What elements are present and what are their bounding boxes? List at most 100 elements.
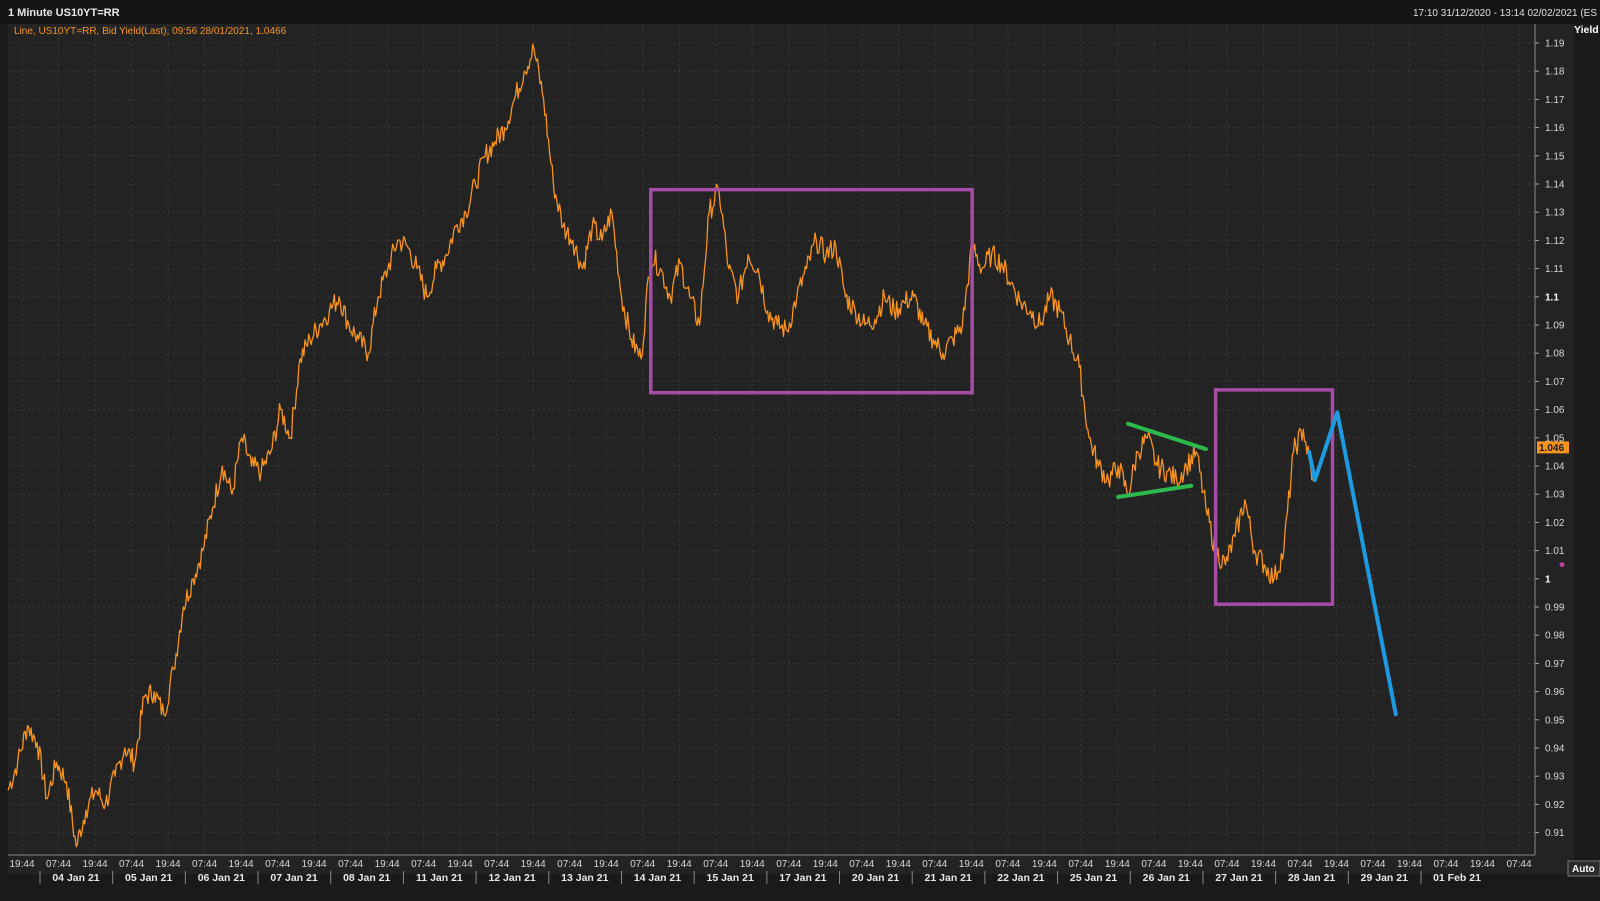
y-tick-label: 0.98: [1545, 631, 1565, 642]
x-time-label: 19:44: [83, 859, 108, 870]
x-date-label: 26 Jan 21: [1143, 872, 1190, 884]
x-time-label: 07:44: [1506, 859, 1531, 870]
auto-scale-button[interactable]: Auto: [1572, 864, 1595, 875]
series-legend: Line, US10YT=RR, Bid Yield(Last), 09:56 …: [14, 26, 287, 37]
y-tick-label: 0.95: [1545, 715, 1565, 726]
x-time-label: 19:44: [1251, 859, 1276, 870]
x-time-label: 07:44: [338, 859, 363, 870]
x-time-label: 19:44: [667, 859, 692, 870]
y-tick-label: 1.17: [1545, 95, 1565, 106]
x-time-label: 07:44: [411, 859, 436, 870]
y-tick-label: 0.91: [1545, 828, 1565, 839]
x-time-label: 19:44: [302, 859, 327, 870]
y-tick-label: 0.92: [1545, 800, 1565, 811]
x-time-label: 19:44: [740, 859, 765, 870]
triangle-trendline: [1125, 421, 1208, 452]
x-date-label: 22 Jan 21: [997, 872, 1044, 884]
y-axis-title: Yield: [1574, 24, 1599, 36]
y-tick-label: 1.13: [1545, 208, 1565, 219]
x-time-label: 07:44: [1287, 859, 1312, 870]
x-time-label: 19:44: [1470, 859, 1495, 870]
x-date-label: 08 Jan 21: [343, 872, 390, 884]
x-time-label: 07:44: [1141, 859, 1166, 870]
x-date-label: 27 Jan 21: [1215, 872, 1262, 884]
x-time-label: 19:44: [229, 859, 254, 870]
x-date-label: 14 Jan 21: [634, 872, 681, 884]
x-time-label: 19:44: [375, 859, 400, 870]
x-time-label: 07:44: [1214, 859, 1239, 870]
y-tick-label: 1.19: [1545, 39, 1565, 50]
plot-area[interactable]: [8, 24, 1574, 874]
x-time-label: 07:44: [922, 859, 947, 870]
x-time-label: 07:44: [630, 859, 655, 870]
x-time-label: 07:44: [119, 859, 144, 870]
x-time-label: 07:44: [192, 859, 217, 870]
x-date-label: 29 Jan 21: [1361, 872, 1408, 884]
x-time-label: 19:44: [959, 859, 984, 870]
y-tick-label: 1.03: [1545, 490, 1565, 501]
y-tick-label: 1.1: [1545, 292, 1559, 303]
chart-title: 1 Minute US10YT=RR: [8, 7, 120, 19]
x-time-label: 07:44: [1360, 859, 1385, 870]
x-time-label: 07:44: [776, 859, 801, 870]
last-value-marker: 1.046: [1537, 441, 1569, 454]
grid: [8, 24, 1535, 855]
y-tick-label: 1.01: [1545, 546, 1565, 557]
x-time-label: 07:44: [265, 859, 290, 870]
y-tick-label: 1.14: [1545, 180, 1565, 191]
y-tick-label: 1.08: [1545, 349, 1565, 360]
x-date-label: 13 Jan 21: [561, 872, 608, 884]
y-tick-label: 1.12: [1545, 236, 1565, 247]
y-tick-label: 0.99: [1545, 603, 1565, 614]
x-date-label: 05 Jan 21: [125, 872, 172, 884]
y-tick-label: 1.18: [1545, 67, 1565, 78]
x-date-label: 01 Feb 21: [1433, 872, 1481, 884]
x-time-label: 07:44: [484, 859, 509, 870]
y-tick-label: 1.16: [1545, 123, 1565, 134]
x-time-label: 19:44: [9, 859, 34, 870]
x-time-label: 19:44: [448, 859, 473, 870]
last-value-label: 1.046: [1539, 443, 1564, 454]
x-time-label: 07:44: [1068, 859, 1093, 870]
x-time-label: 07:44: [703, 859, 728, 870]
marker-dot: [1559, 562, 1565, 568]
x-time-label: 19:44: [156, 859, 181, 870]
x-time-label: 19:44: [594, 859, 619, 870]
x-time-label: 19:44: [1105, 859, 1130, 870]
x-time-label: 19:44: [521, 859, 546, 870]
y-tick-label: 0.93: [1545, 772, 1565, 783]
x-date-label: 20 Jan 21: [852, 872, 899, 884]
projection-arrow: [1307, 410, 1398, 717]
y-tick-label: 1.15: [1545, 151, 1565, 162]
y-tick-label: 1.04: [1545, 462, 1565, 473]
x-date-label: 12 Jan 21: [488, 872, 535, 884]
x-date-label: 17 Jan 21: [779, 872, 826, 884]
x-time-label: 19:44: [1324, 859, 1349, 870]
x-time-label: 19:44: [1032, 859, 1057, 870]
x-date-label: 11 Jan 21: [416, 872, 463, 884]
y-tick-label: 1.05: [1545, 433, 1565, 444]
price-line-group: [7, 43, 1314, 848]
consolidation-box: [649, 187, 974, 395]
y-tick-label: 1: [1545, 574, 1551, 585]
x-axis[interactable]: 19:44 07:44 19:44 07:44 19:44 07:44 19:44 07:44…: [8, 854, 1535, 884]
y-tick-label: 1.06: [1545, 405, 1565, 416]
y-tick-label: 0.94: [1545, 744, 1565, 755]
y-tick-label: 1.07: [1545, 377, 1565, 388]
x-date-label: 15 Jan 21: [707, 872, 754, 884]
x-date-label: 25 Jan 21: [1070, 872, 1117, 884]
annotations: [649, 187, 1565, 717]
triangle-trendline: [1116, 483, 1194, 500]
x-time-label: 07:44: [1433, 859, 1458, 870]
x-time-label: 07:44: [557, 859, 582, 870]
x-time-label: 07:44: [849, 859, 874, 870]
x-time-label: 19:44: [1178, 859, 1203, 870]
x-time-label: 19:44: [886, 859, 911, 870]
x-date-label: 04 Jan 21: [52, 872, 99, 884]
y-tick-label: 0.97: [1545, 659, 1565, 670]
x-time-label: 19:44: [1397, 859, 1422, 870]
y-axis[interactable]: 1.191.181.171.161.151.141.131.121.111.11…: [1534, 24, 1565, 855]
y-tick-label: 1.11: [1545, 264, 1564, 275]
y-tick-label: 1.09: [1545, 321, 1565, 332]
